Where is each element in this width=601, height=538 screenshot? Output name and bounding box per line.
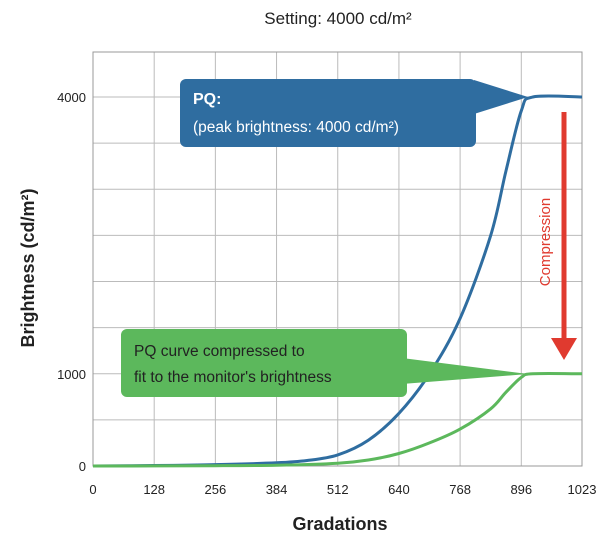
compressed-callout-line2: fit to the monitor's brightness [134,369,332,386]
pq-callout-title: PQ: [193,91,221,108]
compression-arrow-head [551,338,577,360]
pq-curve-line [92,94,583,468]
pq-callout-subtitle: (peak brightness: 4000 cd/m²) [193,119,399,136]
x-tick-label: 256 [205,482,227,497]
x-tick-label: 768 [449,482,471,497]
x-axis-label: Gradations [292,514,387,534]
x-tick-label: 0 [89,482,96,497]
series-lines [92,94,583,468]
y-tick-label: 1000 [57,367,86,382]
x-tick-label: 1023 [568,482,597,497]
pq-callout: PQ: (peak brightness: 4000 cd/m²) [180,79,528,147]
compressed-callout-pointer [402,358,528,384]
pq-callout-pointer [474,80,528,114]
pq-callout-box [180,79,476,147]
plot-frame [92,51,583,467]
y-tick-labels: 0 1000 4000 [57,90,86,474]
compressed-curve-line [92,371,583,468]
x-tick-label: 512 [327,482,349,497]
compressed-callout: PQ curve compressed to fit to the monito… [121,329,528,397]
y-tick-label: 4000 [57,90,86,105]
compression-arrow: Compression [537,112,577,360]
x-tick-label: 128 [143,482,165,497]
compressed-callout-box [121,329,407,397]
chart-title: Setting: 4000 cd/m² [264,9,412,28]
x-tick-labels: 0 128 256 384 512 640 768 896 1023 [89,482,596,497]
x-tick-label: 384 [266,482,288,497]
compression-label: Compression [537,198,554,286]
y-tick-label: 0 [79,459,86,474]
y-axis-label: Brightness (cd/m²) [18,188,38,347]
compressed-callout-line1: PQ curve compressed to [134,343,305,360]
x-tick-label: 896 [510,482,532,497]
x-tick-label: 640 [388,482,410,497]
